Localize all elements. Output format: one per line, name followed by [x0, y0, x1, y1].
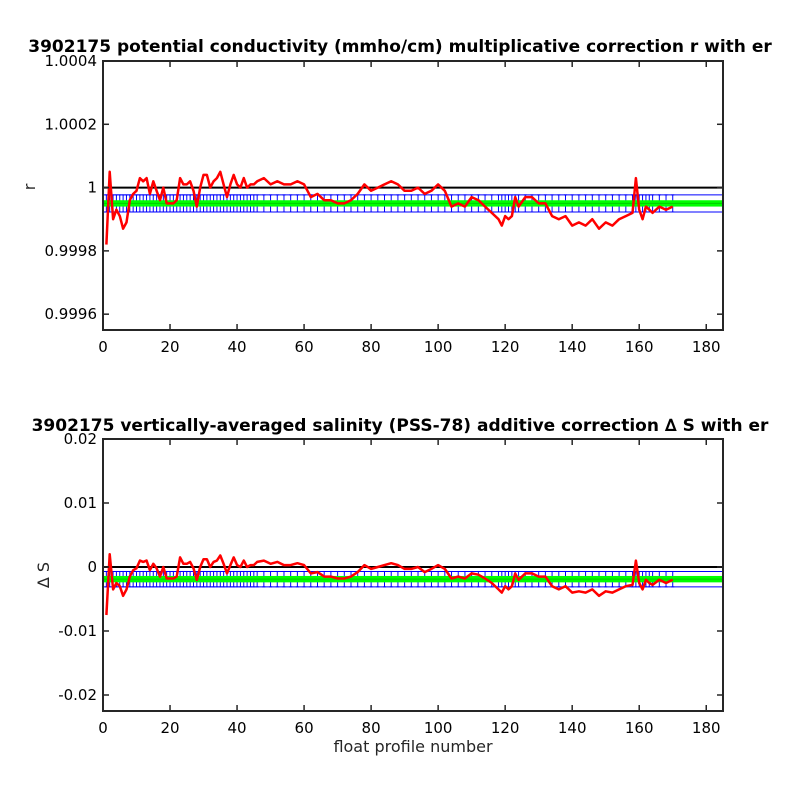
salinity-x-axis-label: float profile number	[333, 737, 493, 756]
salinity-x-tick-label: 40	[228, 719, 247, 737]
conductivity-y-tick-label: 1	[87, 179, 97, 197]
conductivity-axes-frame	[102, 60, 724, 331]
conductivity-y-tick-label: 0.9998	[45, 242, 98, 260]
salinity-x-tick-label: 160	[625, 719, 654, 737]
conductivity-x-tick-label: 40	[228, 338, 247, 356]
conductivity-x-tick-label: 120	[491, 338, 520, 356]
conductivity-y-axis-label: r	[20, 183, 39, 190]
conductivity-x-tick-label: 140	[558, 338, 587, 356]
salinity-chart-title: 3902175 vertically-averaged salinity (PS…	[32, 416, 769, 436]
salinity-x-tick-label: 0	[98, 719, 108, 737]
conductivity-y-tick-label: 1.0004	[45, 52, 98, 70]
salinity-y-tick-label: -0.02	[58, 686, 97, 704]
conductivity-x-tick-label: 180	[692, 338, 721, 356]
salinity-x-tick-label: 80	[362, 719, 381, 737]
conductivity-correction-panel: 3902175 potential conductivity (mmho/cm)…	[20, 37, 772, 356]
conductivity-x-tick-label: 100	[424, 338, 453, 356]
conductivity-plot-area: 0 20 40 60 80 100 120 140 160 180 0.9996 0.9998 1 1.0…	[45, 52, 724, 356]
conductivity-x-tick-label: 80	[362, 338, 381, 356]
conductivity-chart-title: 3902175 potential conductivity (mmho/cm)…	[28, 37, 772, 57]
conductivity-y-tick-label: 1.0002	[45, 115, 98, 133]
salinity-plot-content	[103, 552, 723, 616]
salinity-plot-area: 0 20 40 60 80 100 120 140 160 180 -0.02 -0.01 0 0.01 0…	[58, 430, 724, 737]
salinity-axes-frame	[102, 438, 724, 712]
conductivity-x-tick-label: 20	[160, 338, 179, 356]
salinity-x-tick-label: 60	[295, 719, 314, 737]
conductivity-plot-content	[103, 170, 723, 245]
conductivity-x-tick-label: 160	[625, 338, 654, 356]
salinity-series-line	[105, 552, 674, 616]
salinity-x-tick-label: 100	[424, 719, 453, 737]
salinity-x-tick-label: 180	[692, 719, 721, 737]
conductivity-x-tick-label: 0	[98, 338, 108, 356]
salinity-y-tick-label: 0.01	[64, 494, 97, 512]
salinity-y-tick-label: 0.02	[64, 430, 97, 448]
salinity-x-tick-label: 120	[491, 719, 520, 737]
conductivity-y-tick-label: 0.9996	[45, 305, 98, 323]
salinity-y-tick-label: -0.01	[58, 622, 97, 640]
conductivity-x-tick-label: 60	[295, 338, 314, 356]
salinity-x-tick-label: 20	[160, 719, 179, 737]
salinity-y-axis-label: ∆ S	[34, 562, 53, 589]
salinity-x-tick-label: 140	[558, 719, 587, 737]
salinity-correction-panel: 3902175 vertically-averaged salinity (PS…	[32, 416, 769, 756]
conductivity-series-line	[105, 170, 674, 245]
salinity-y-tick-label: 0	[87, 558, 97, 576]
